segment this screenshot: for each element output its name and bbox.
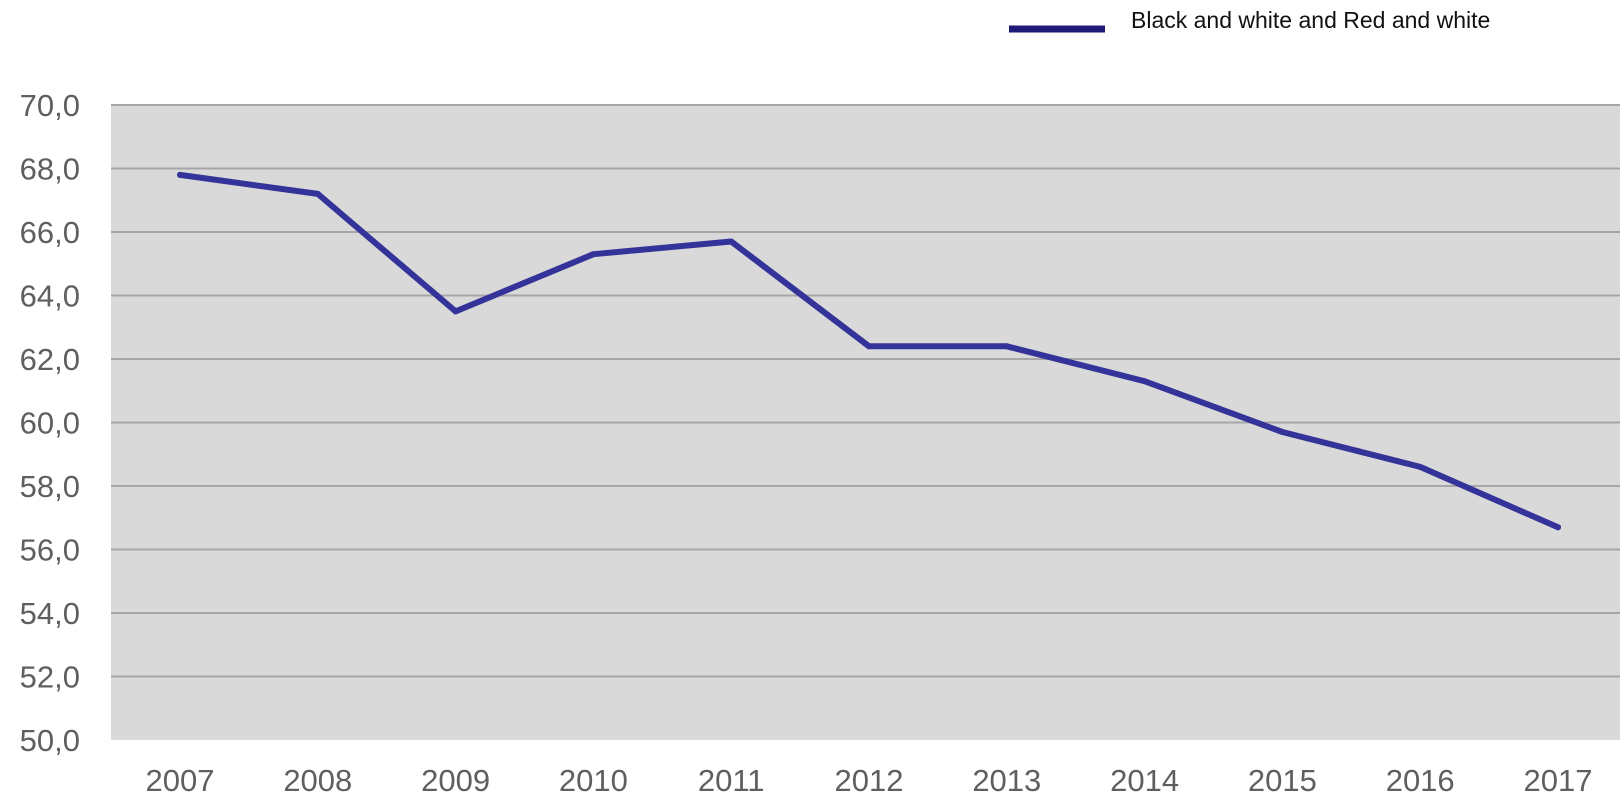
y-tick-label: 52,0 xyxy=(20,660,80,695)
x-tick-label: 2017 xyxy=(1524,763,1593,797)
x-tick-label: 2016 xyxy=(1386,763,1455,797)
data-point xyxy=(1279,429,1286,436)
x-tick-label: 2014 xyxy=(1110,763,1179,797)
x-tick-label: 2015 xyxy=(1248,763,1317,797)
x-tick-label: 2008 xyxy=(283,763,352,797)
x-tick-label: 2010 xyxy=(559,763,628,797)
data-point xyxy=(1003,343,1010,350)
data-point xyxy=(314,190,321,197)
data-point xyxy=(452,308,459,315)
y-tick-label: 54,0 xyxy=(20,596,80,631)
y-axis-tick-labels: 50,0 52,0 54,0 56,0 58,0 60,0 62,0 64,0 66,0 68,0… xyxy=(20,88,80,758)
y-tick-label: 60,0 xyxy=(20,406,80,441)
data-points xyxy=(177,171,1561,531)
data-point xyxy=(590,251,597,258)
x-tick-label: 2007 xyxy=(146,763,215,797)
legend: Black and white and Red and white xyxy=(1009,7,1490,33)
y-tick-label: 66,0 xyxy=(20,215,80,250)
y-tick-label: 50,0 xyxy=(20,723,80,758)
data-point xyxy=(866,343,872,350)
x-tick-label: 2009 xyxy=(421,763,490,797)
x-axis-tick-labels: 2007 2008 2009 2010 2011 2012 2013 2014 2015 2016… xyxy=(146,763,1593,797)
data-point xyxy=(1417,463,1424,470)
x-tick-label: 2013 xyxy=(972,763,1041,797)
x-tick-label: 2011 xyxy=(698,763,765,797)
y-tick-label: 64,0 xyxy=(20,279,80,314)
legend-label: Black and white and Red and white xyxy=(1131,7,1490,33)
x-tick-label: 2012 xyxy=(835,763,904,797)
y-tick-label: 62,0 xyxy=(20,342,80,377)
y-tick-label: 70,0 xyxy=(20,88,80,123)
y-tick-label: 56,0 xyxy=(20,533,80,568)
y-tick-label: 58,0 xyxy=(20,469,80,504)
data-point xyxy=(1141,378,1148,385)
y-tick-label: 68,0 xyxy=(20,152,80,187)
data-point xyxy=(177,171,183,178)
data-point xyxy=(728,238,735,245)
data-point xyxy=(1555,524,1561,531)
